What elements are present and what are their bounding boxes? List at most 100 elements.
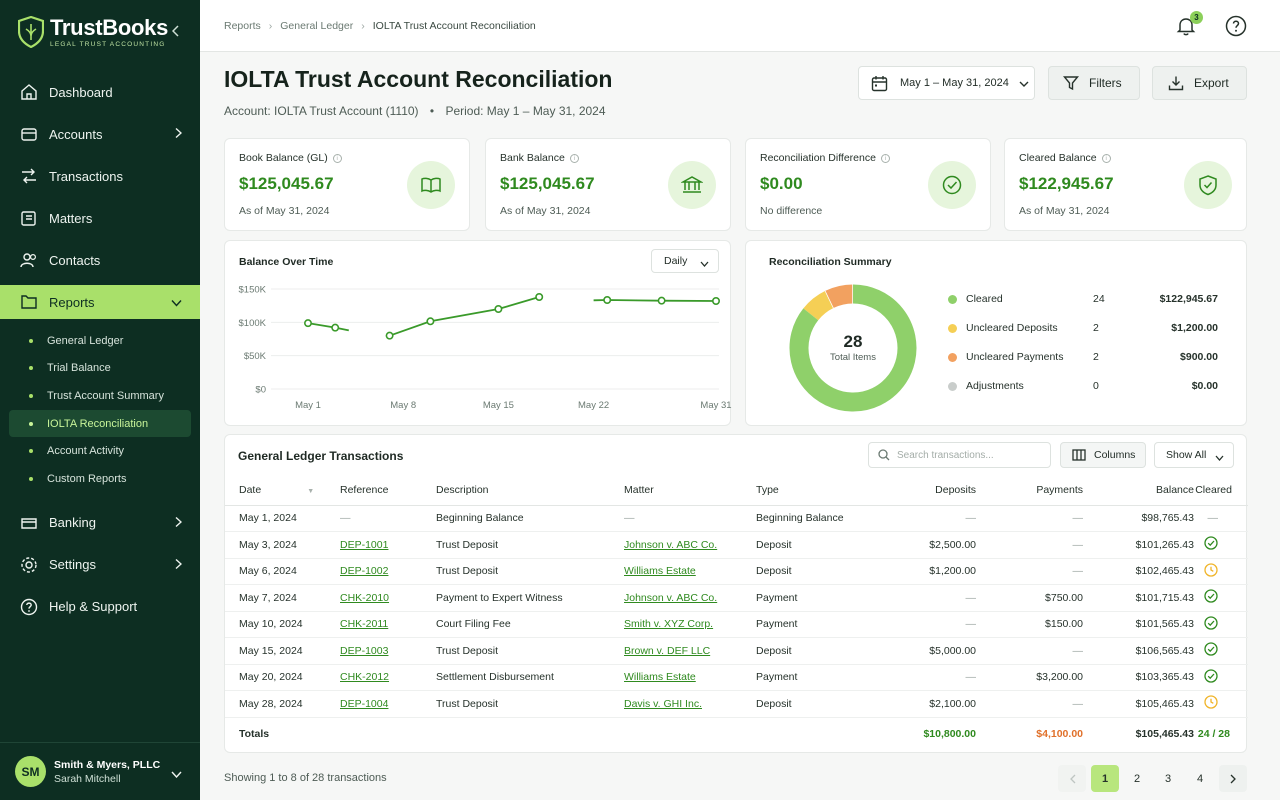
- page-2-button[interactable]: 2: [1133, 772, 1141, 785]
- breadcrumb-reports[interactable]: Reports: [224, 20, 261, 32]
- info-icon[interactable]: i: [569, 153, 579, 163]
- table-row[interactable]: May 6, 2024 DEP-1002 Trust Deposit Williams…: [225, 558, 1248, 585]
- column-header-deposits[interactable]: Deposits: [866, 475, 976, 506]
- breadcrumb-general-ledger[interactable]: General Ledger: [280, 20, 354, 32]
- reconciliation-summary-card: Reconciliation Summary 28 Total Items Cl…: [745, 240, 1247, 426]
- notifications-button[interactable]: 3: [1176, 11, 1203, 41]
- cell-date: May 10, 2024: [225, 611, 340, 638]
- cell-matter[interactable]: Davis v. GHI Inc.: [624, 690, 756, 718]
- column-header-type[interactable]: Type: [756, 475, 866, 506]
- sidebar-item-help[interactable]: Help & Support: [0, 586, 200, 628]
- interval-select[interactable]: Daily: [651, 249, 719, 273]
- info-icon[interactable]: i: [880, 153, 890, 163]
- sidebar-subitem-trust-account-summary[interactable]: Trust Account Summary: [0, 382, 200, 410]
- sidebar-item-contacts[interactable]: Contacts: [0, 239, 200, 281]
- cell-matter[interactable]: Brown v. DEF LLC: [624, 637, 756, 665]
- column-header-matter[interactable]: Matter: [624, 475, 756, 506]
- cell-ref[interactable]: DEP-1003: [340, 637, 436, 665]
- cell-matter[interactable]: Smith v. XYZ Corp.: [624, 611, 756, 638]
- donut-slice[interactable]: [803, 290, 835, 321]
- cell-desc: Payment to Expert Witness: [436, 584, 624, 612]
- cell-ref[interactable]: CHK-2012: [340, 664, 436, 691]
- top-bar: Reports › General Ledger › IOLTA Trust A…: [200, 0, 1280, 52]
- bullet-dot: [29, 476, 33, 481]
- cell-pay: $750.00: [976, 584, 1083, 612]
- date-range-picker[interactable]: May 1 – May 31, 2024: [858, 66, 1035, 100]
- sidebar-item-settings[interactable]: Settings: [0, 544, 200, 586]
- column-header-description[interactable]: Description: [436, 475, 624, 506]
- page-4-button[interactable]: 4: [1196, 772, 1204, 785]
- info-icon[interactable]: i: [332, 153, 342, 163]
- sidebar-subitem-custom-reports[interactable]: Custom Reports: [0, 465, 200, 493]
- cell-ref[interactable]: DEP-1004: [340, 690, 436, 718]
- page-meta: Account: IOLTA Trust Account (1110) • Pe…: [224, 104, 606, 118]
- subitem-label: Trial Balance: [47, 362, 111, 375]
- cell-pay: —: [976, 531, 1083, 559]
- cell-ref[interactable]: DEP-1001: [340, 531, 436, 559]
- cell-ref[interactable]: CHK-2010: [340, 584, 436, 612]
- cell-desc: Court Filing Fee: [436, 611, 624, 638]
- table-row[interactable]: May 3, 2024 DEP-1001 Trust Deposit Johnson …: [225, 531, 1248, 559]
- cell-type: Beginning Balance: [756, 505, 866, 532]
- column-header-reference[interactable]: Reference: [340, 475, 436, 506]
- sidebar-subitem-general-ledger[interactable]: General Ledger: [0, 327, 200, 355]
- table-row[interactable]: May 7, 2024 CHK-2010 Payment to Expert Wit…: [225, 584, 1248, 612]
- sidebar-subitem-iolta-reconciliation[interactable]: IOLTA Reconciliation: [9, 409, 191, 438]
- help-circle-icon: [1225, 15, 1247, 37]
- subitem-label: Custom Reports: [47, 472, 127, 485]
- table-row[interactable]: May 28, 2024 DEP-1004 Trust Deposit Davis v…: [225, 690, 1248, 718]
- previous-page-button[interactable]: [1058, 765, 1086, 792]
- page-3-button[interactable]: 3: [1164, 772, 1172, 785]
- page-1-button[interactable]: 1: [1091, 765, 1119, 792]
- help-button[interactable]: [1225, 15, 1247, 42]
- cell-bal: $102,465.43: [1083, 558, 1194, 585]
- app-logo[interactable]: TrustBooks LEGAL TRUST ACCOUNTING: [18, 16, 168, 48]
- sidebar-subitem-trial-balance[interactable]: Trial Balance: [0, 355, 200, 383]
- search-input[interactable]: Search transactions...: [868, 442, 1051, 468]
- sidebar-item-transactions[interactable]: Transactions: [0, 155, 200, 197]
- next-page-button[interactable]: [1219, 765, 1247, 792]
- sidebar-subitem-account-activity[interactable]: Account Activity: [0, 437, 200, 465]
- column-header-cleared[interactable]: Cleared: [1194, 475, 1248, 506]
- legend-row-uncleared-deposits: Uncleared Deposits 2 $1,200.00: [948, 322, 1218, 334]
- y-tick-label: $150K: [239, 285, 267, 296]
- sidebar-item-matters[interactable]: Matters: [0, 197, 200, 239]
- column-header-date[interactable]: Date ▼: [225, 475, 340, 506]
- sidebar-item-banking[interactable]: Banking: [0, 502, 200, 544]
- sidebar-item-reports[interactable]: Reports: [0, 285, 200, 319]
- columns-button[interactable]: Columns: [1060, 442, 1146, 468]
- show-all-select[interactable]: Show All: [1154, 442, 1234, 468]
- info-icon[interactable]: i: [1101, 153, 1111, 163]
- sidebar-item-accounts[interactable]: Accounts: [0, 113, 200, 155]
- donut-slice[interactable]: [789, 284, 917, 412]
- filters-button[interactable]: Filters: [1048, 66, 1140, 100]
- legend-dot: [948, 352, 957, 362]
- table-row[interactable]: May 15, 2024 DEP-1003 Trust Deposit Brown v…: [225, 637, 1248, 665]
- cell-matter[interactable]: Williams Estate: [624, 558, 756, 585]
- export-button[interactable]: Export: [1152, 66, 1247, 100]
- legend-dot: [948, 294, 957, 304]
- kpi-value: $122,945.67: [1019, 174, 1114, 193]
- table-row[interactable]: May 10, 2024 CHK-2011 Court Filing Fee Smit…: [225, 611, 1248, 638]
- cell-desc: Trust Deposit: [436, 637, 624, 665]
- cell-matter[interactable]: Johnson v. ABC Co.: [624, 531, 756, 559]
- account-switcher[interactable]: SM Smith & Myers, PLLC Sarah Mitchell: [0, 742, 200, 800]
- donut-slice[interactable]: [825, 284, 854, 309]
- cell-ref[interactable]: DEP-1002: [340, 558, 436, 585]
- subitem-label: IOLTA Reconciliation: [47, 417, 149, 430]
- legend-dot: [948, 323, 957, 333]
- cell-pay: —: [976, 637, 1083, 665]
- column-header-payments[interactable]: Payments: [976, 475, 1083, 506]
- cell-dep: $1,200.00: [866, 558, 976, 585]
- cell-matter[interactable]: Johnson v. ABC Co.: [624, 584, 756, 612]
- cell-matter[interactable]: Williams Estate: [624, 664, 756, 691]
- column-header-balance[interactable]: Balance: [1083, 475, 1194, 506]
- sidebar-item-dashboard[interactable]: Dashboard: [0, 71, 200, 113]
- cell-ref[interactable]: CHK-2011: [340, 611, 436, 638]
- collapse-sidebar-icon[interactable]: [171, 24, 180, 40]
- table-row[interactable]: May 1, 2024— Beginning Balance — Beginning …: [225, 505, 1248, 532]
- table-row[interactable]: May 20, 2024 CHK-2012 Settlement Disbursem…: [225, 664, 1248, 691]
- sidebar: TrustBooks LEGAL TRUST ACCOUNTING Dashbo…: [0, 0, 200, 800]
- home-icon: [20, 83, 38, 101]
- legend-label: Uncleared Payments: [966, 351, 1064, 363]
